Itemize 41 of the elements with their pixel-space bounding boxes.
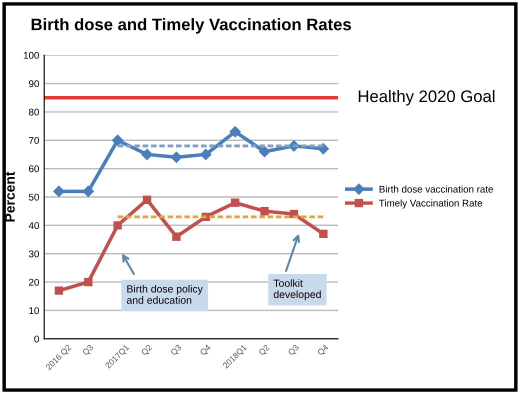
- point: [84, 278, 92, 286]
- legend-label: Timely Vaccination Rate: [379, 199, 482, 208]
- point: [82, 186, 94, 197]
- point: [260, 207, 269, 216]
- y-tick-label: 20: [29, 278, 39, 286]
- x-tick-label: Q4: [317, 344, 330, 357]
- y-tick-label: 40: [28, 222, 39, 229]
- point: [200, 148, 212, 160]
- point: [54, 286, 64, 295]
- point: [141, 148, 153, 160]
- point: [172, 232, 181, 241]
- x-tick-label: Q4: [200, 344, 212, 357]
- point: [112, 134, 124, 146]
- y-tick-label: 90: [28, 80, 39, 88]
- point: [113, 221, 122, 230]
- legend-label: Birth dose vaccination rate: [380, 186, 493, 193]
- annotation: Birth dose policy and education: [126, 284, 203, 304]
- ref-line-label: Healthy 2020 Goal: [358, 90, 494, 106]
- point: [319, 230, 328, 238]
- point: [230, 126, 241, 138]
- x-tick-label: Q3: [170, 344, 183, 357]
- x-tick-label: Q2: [258, 344, 271, 357]
- y-tick-label: 50: [28, 194, 39, 201]
- y-tick-label: 70: [29, 137, 39, 144]
- y-tick-label: 30: [28, 250, 39, 258]
- annotation: Toolkit developed: [274, 279, 321, 300]
- chart-title: Birth dose and Timely Vaccination Rates: [32, 18, 351, 34]
- point: [231, 198, 240, 207]
- y-tick-label: 60: [29, 165, 39, 172]
- y-tick-label: 80: [28, 108, 39, 116]
- y-tick-label: 100: [24, 52, 39, 59]
- y-tick-label: 0: [34, 336, 39, 342]
- x-tick-label: Q3: [288, 344, 300, 357]
- point: [53, 186, 64, 197]
- x-tick-label: Q3: [82, 344, 95, 357]
- point: [258, 146, 270, 158]
- x-tick-label: Q2: [140, 344, 154, 357]
- y-axis-title: Percent: [5, 172, 15, 222]
- point: [170, 152, 182, 163]
- y-tick-label: 10: [29, 307, 39, 314]
- point: [142, 196, 152, 204]
